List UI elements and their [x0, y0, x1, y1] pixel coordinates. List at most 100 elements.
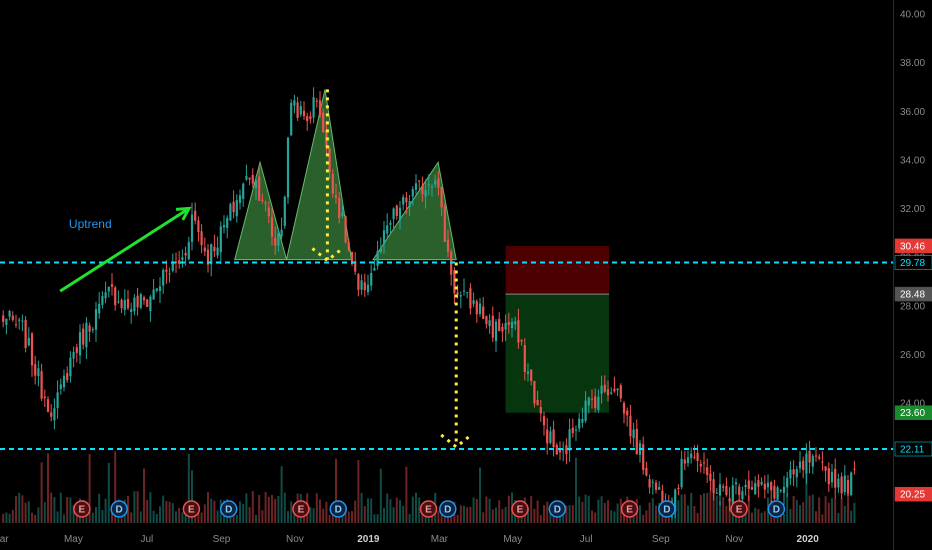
- dividend-icon: [439, 500, 457, 518]
- short-position-box[interactable]: [505, 245, 610, 413]
- volume-bar: [344, 508, 347, 523]
- dividend-icon: [110, 500, 128, 518]
- volume-bar: [482, 512, 485, 523]
- head-height-measure-head: [311, 247, 344, 263]
- earnings-marker[interactable]: E: [73, 500, 91, 518]
- candle-body: [824, 466, 827, 471]
- candle-body: [811, 456, 814, 467]
- earnings-marker[interactable]: E: [419, 500, 438, 518]
- candle-body: [498, 318, 501, 332]
- candle-body: [293, 100, 296, 106]
- volume-bar: [319, 499, 321, 523]
- price-tag-bg: [894, 255, 932, 270]
- volume-bar: [168, 501, 171, 523]
- candle-body: [654, 482, 658, 490]
- volume-bar: [322, 508, 325, 523]
- drawings[interactable]: Uptrend: [59, 89, 473, 449]
- earnings-marker[interactable]: E: [292, 500, 310, 518]
- event-label: E: [736, 505, 743, 516]
- candle-body: [437, 178, 440, 188]
- time-axis-tick: May: [64, 534, 83, 545]
- candle-body: [738, 486, 741, 495]
- volume-bar: [264, 491, 267, 523]
- candle-body: [725, 485, 728, 495]
- candle-body: [178, 260, 181, 264]
- candle-body: [18, 319, 21, 321]
- candle-body: [821, 461, 824, 463]
- target-zone[interactable]: [505, 294, 610, 413]
- dividend-marker[interactable]: D: [548, 500, 567, 518]
- volume-bar: [31, 512, 33, 523]
- earnings-marker[interactable]: E: [511, 500, 529, 518]
- stop-zone[interactable]: [505, 245, 610, 295]
- candle-body: [453, 270, 456, 294]
- price-tag-label: 23.60: [900, 408, 925, 419]
- candle-body: [840, 476, 843, 494]
- volume-bar: [383, 508, 385, 523]
- candle-body: [344, 216, 347, 243]
- candle-body: [142, 297, 146, 301]
- volume-bar: [440, 513, 443, 523]
- volume-bar: [757, 509, 760, 523]
- volume-bar: [165, 501, 168, 523]
- uptrend-arrow[interactable]: [59, 207, 190, 293]
- earnings-marker[interactable]: E: [182, 500, 201, 518]
- candle-body: [274, 237, 277, 246]
- volume-bar: [475, 499, 478, 523]
- candle-body: [46, 399, 50, 412]
- candle-body: [306, 116, 309, 121]
- price-axis[interactable]: 24.0026.0028.0030.0032.0034.0036.0038.00…: [893, 0, 926, 550]
- volume-bar: [591, 510, 593, 523]
- volume-bar: [43, 502, 46, 523]
- event-label: D: [335, 505, 342, 516]
- volume-bar: [373, 514, 376, 523]
- volume-bar: [792, 496, 795, 523]
- candle-body: [299, 106, 302, 115]
- volume-bar: [837, 513, 840, 523]
- volume-bar: [66, 497, 69, 523]
- candle-body: [456, 292, 459, 295]
- dividend-marker[interactable]: D: [110, 500, 128, 518]
- candle-body: [642, 444, 645, 470]
- candle-body: [341, 212, 344, 216]
- candle-body: [779, 490, 782, 492]
- candle-body: [440, 187, 443, 208]
- volume-bar: [2, 513, 5, 523]
- event-label: D: [773, 505, 780, 516]
- volume-bar: [287, 511, 289, 523]
- dividend-marker[interactable]: D: [329, 500, 347, 518]
- earnings-icon: [292, 500, 310, 518]
- candle-body: [50, 412, 53, 417]
- time-axis[interactable]: Mar May Jul Sep Nov 2019 Mar May Jul Sep Nov 2020: [0, 534, 819, 545]
- candle-body: [699, 463, 702, 467]
- candle-body: [402, 197, 405, 205]
- candle-body: [258, 176, 261, 201]
- candle-body: [187, 242, 190, 260]
- candle-body: [658, 486, 661, 490]
- volume-bar: [546, 501, 549, 523]
- dividend-marker[interactable]: D: [219, 500, 238, 518]
- candle-body: [40, 371, 43, 399]
- dividend-marker[interactable]: D: [767, 500, 786, 518]
- volume-bar: [744, 507, 747, 523]
- candle-body: [526, 371, 530, 374]
- earnings-marker[interactable]: E: [620, 500, 639, 518]
- dividend-marker[interactable]: D: [439, 500, 457, 518]
- candle-body: [104, 292, 107, 299]
- price-tag: 29.78: [894, 255, 932, 270]
- candle-body: [254, 180, 258, 188]
- price-tag-bg: [894, 238, 932, 254]
- volume-bar: [597, 499, 600, 523]
- volume-bar: [543, 505, 545, 523]
- horizontal-levels[interactable]: [0, 261, 893, 450]
- candle-body: [43, 396, 46, 399]
- volume-bar: [459, 505, 462, 523]
- dividend-marker[interactable]: D: [658, 500, 676, 518]
- candle-body: [251, 175, 254, 184]
- earnings-marker[interactable]: E: [730, 500, 748, 518]
- volume-bar: [415, 492, 417, 523]
- candle-body: [283, 196, 286, 226]
- candle-body: [280, 229, 283, 237]
